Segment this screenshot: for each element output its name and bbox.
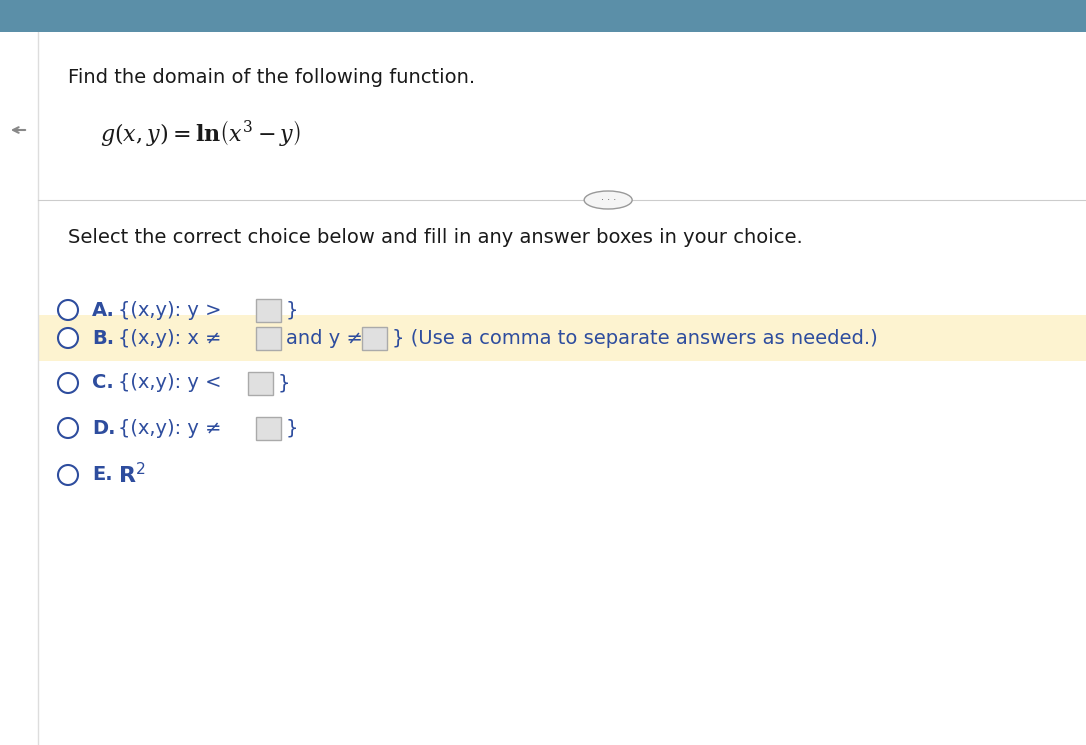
Text: $g(x,y) = \mathbf{ln}\left(x^3 - y\right)$: $g(x,y) = \mathbf{ln}\left(x^3 - y\right… — [100, 118, 301, 148]
Text: Select the correct choice below and fill in any answer boxes in your choice.: Select the correct choice below and fill… — [68, 228, 803, 247]
Circle shape — [58, 328, 78, 348]
FancyBboxPatch shape — [255, 326, 280, 349]
Text: } (Use a comma to separate answers as needed.): } (Use a comma to separate answers as ne… — [392, 329, 877, 347]
Text: }: } — [286, 300, 299, 320]
FancyBboxPatch shape — [255, 416, 280, 440]
FancyBboxPatch shape — [0, 0, 1086, 32]
Ellipse shape — [584, 191, 632, 209]
Text: B.: B. — [92, 329, 114, 347]
Circle shape — [58, 300, 78, 320]
FancyBboxPatch shape — [248, 372, 273, 395]
Text: A.: A. — [92, 300, 115, 320]
Text: {(x,y): x ≠: {(x,y): x ≠ — [118, 329, 222, 347]
FancyBboxPatch shape — [39, 315, 1086, 361]
Text: {(x,y): y ≠: {(x,y): y ≠ — [118, 419, 222, 437]
Text: {(x,y): y >: {(x,y): y > — [118, 300, 222, 320]
Circle shape — [58, 418, 78, 438]
Text: $\mathbf{R}^2$: $\mathbf{R}^2$ — [118, 463, 146, 487]
Text: D.: D. — [92, 419, 115, 437]
Circle shape — [58, 465, 78, 485]
Text: }: } — [286, 419, 299, 437]
Text: E.: E. — [92, 466, 113, 484]
Text: }: } — [278, 373, 290, 393]
FancyBboxPatch shape — [362, 326, 387, 349]
Text: and y ≠: and y ≠ — [286, 329, 363, 347]
Text: {(x,y): y <: {(x,y): y < — [118, 373, 222, 393]
Circle shape — [58, 373, 78, 393]
FancyBboxPatch shape — [255, 299, 280, 322]
Text: · · ·: · · · — [601, 195, 616, 205]
Text: Find the domain of the following function.: Find the domain of the following functio… — [68, 68, 476, 87]
Text: C.: C. — [92, 373, 114, 393]
